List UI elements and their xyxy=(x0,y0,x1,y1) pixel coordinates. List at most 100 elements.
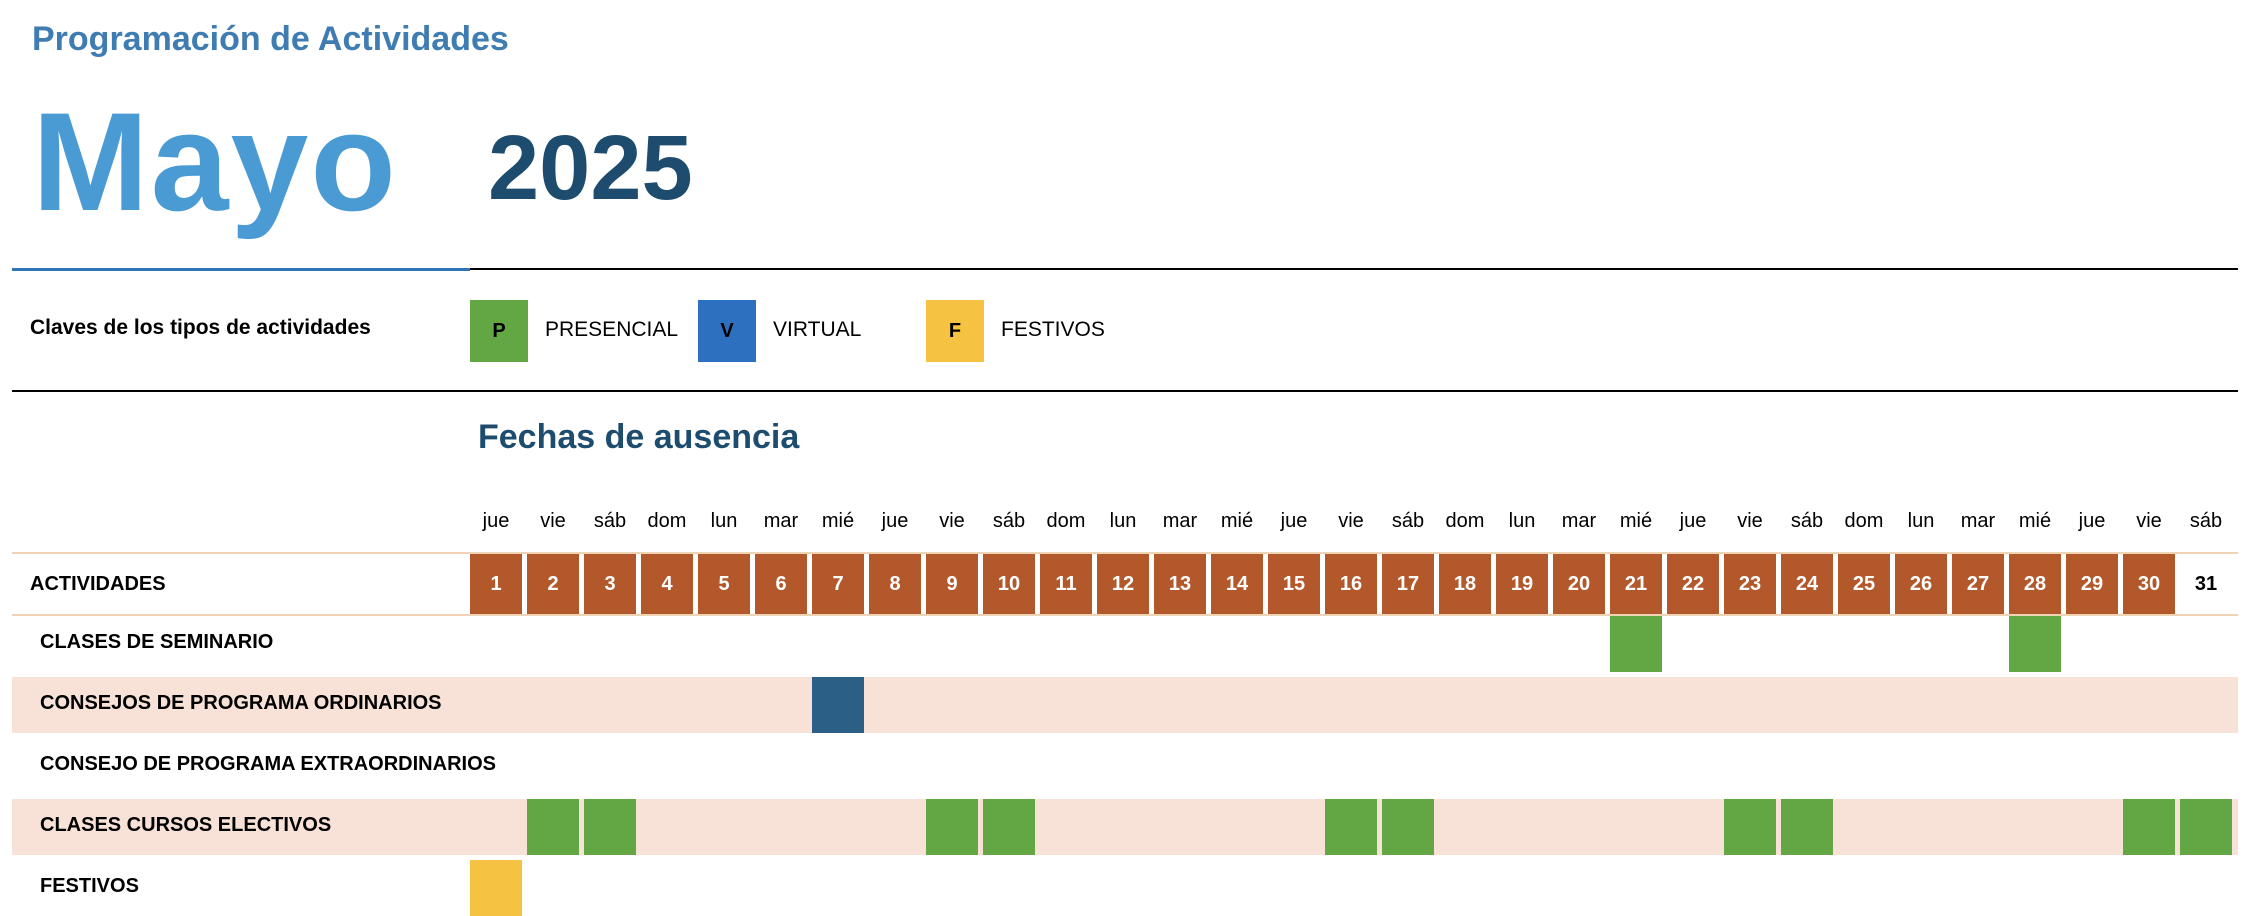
weekday-label: mié xyxy=(2018,510,2052,532)
row-band xyxy=(12,799,2238,855)
day-number-13: 13 xyxy=(1154,554,1206,614)
weekday-label: sáb xyxy=(593,510,627,532)
activity-row-label: FESTIVOS xyxy=(40,875,139,897)
legend-swatch-virtual: V xyxy=(698,300,756,362)
legend-key-virtual: V xyxy=(720,319,734,342)
day-number-9: 9 xyxy=(926,554,978,614)
weekday-label: jue xyxy=(1679,510,1707,532)
activity-mark-p[interactable] xyxy=(2009,616,2061,672)
activity-mark-p[interactable] xyxy=(2123,799,2175,855)
legend-label-presencial: PRESENCIAL xyxy=(545,318,679,341)
weekday-label: lun xyxy=(1109,510,1137,532)
weekday-label: mar xyxy=(1162,510,1198,532)
day-number-31: 31 xyxy=(2194,572,2218,595)
weekday-label: sáb xyxy=(1391,510,1425,532)
activities-header: ACTIVIDADES xyxy=(30,573,166,595)
activity-row-label: CONSEJO DE PROGRAMA EXTRAORDINARIOS xyxy=(40,753,496,775)
weekday-label: mar xyxy=(763,510,799,532)
legend-key-presencial: P xyxy=(492,319,506,342)
day-number-5: 5 xyxy=(698,554,750,614)
weekday-label: dom xyxy=(1844,510,1884,532)
weekday-label: vie xyxy=(939,510,965,532)
weekday-label: jue xyxy=(881,510,909,532)
legend-title: Claves de los tipos de actividades xyxy=(30,316,371,339)
section-title: Fechas de ausencia xyxy=(478,418,800,456)
day-number-11: 11 xyxy=(1040,554,1092,614)
legend-label-virtual: VIRTUAL xyxy=(773,318,862,341)
accent-divider xyxy=(12,268,470,271)
weekday-label: vie xyxy=(540,510,566,532)
day-number-15: 15 xyxy=(1268,554,1320,614)
activity-mark-v[interactable] xyxy=(812,677,864,733)
day-number-17: 17 xyxy=(1382,554,1434,614)
weekday-label: sáb xyxy=(2189,510,2223,532)
top-divider xyxy=(470,268,2238,270)
weekday-label: vie xyxy=(1338,510,1364,532)
weekday-label: lun xyxy=(1508,510,1536,532)
weekday-label: jue xyxy=(1280,510,1308,532)
day-number-25: 25 xyxy=(1838,554,1890,614)
day-number-1: 1 xyxy=(470,554,522,614)
activity-row-label: CONSEJOS DE PROGRAMA ORDINARIOS xyxy=(40,692,442,714)
weekday-label: jue xyxy=(2078,510,2106,532)
weekday-label: dom xyxy=(1046,510,1086,532)
day-number-6: 6 xyxy=(755,554,807,614)
weekday-label: vie xyxy=(2136,510,2162,532)
weekday-label: lun xyxy=(1907,510,1935,532)
year-title: 2025 xyxy=(488,117,693,219)
day-number-8: 8 xyxy=(869,554,921,614)
legend-swatch-festivos: F xyxy=(926,300,984,362)
day-number-27: 27 xyxy=(1952,554,2004,614)
activity-mark-p[interactable] xyxy=(1610,616,1662,672)
weekday-label: mié xyxy=(1619,510,1653,532)
activity-row-label: CLASES DE SEMINARIO xyxy=(40,631,274,653)
weekday-label: lun xyxy=(710,510,738,532)
legend-swatch-presencial: P xyxy=(470,300,528,362)
day-number-3: 3 xyxy=(584,554,636,614)
day-number-18: 18 xyxy=(1439,554,1491,614)
weekday-label: vie xyxy=(1737,510,1763,532)
header-top-rule xyxy=(12,552,2238,554)
activity-mark-f[interactable] xyxy=(470,860,522,916)
day-number-22: 22 xyxy=(1667,554,1719,614)
activity-mark-p[interactable] xyxy=(983,799,1035,855)
weekday-label: mié xyxy=(821,510,855,532)
activity-mark-p[interactable] xyxy=(1724,799,1776,855)
day-number-14: 14 xyxy=(1211,554,1263,614)
legend-divider xyxy=(12,390,2238,392)
day-number-23: 23 xyxy=(1724,554,1776,614)
weekday-label: dom xyxy=(1445,510,1485,532)
day-number-28: 28 xyxy=(2009,554,2061,614)
day-number-16: 16 xyxy=(1325,554,1377,614)
day-number-10: 10 xyxy=(983,554,1035,614)
day-number-26: 26 xyxy=(1895,554,1947,614)
activity-mark-p[interactable] xyxy=(584,799,636,855)
activity-mark-p[interactable] xyxy=(1382,799,1434,855)
day-number-12: 12 xyxy=(1097,554,1149,614)
weekday-label: mié xyxy=(1220,510,1254,532)
day-number-4: 4 xyxy=(641,554,693,614)
day-number-19: 19 xyxy=(1496,554,1548,614)
weekday-label: sáb xyxy=(992,510,1026,532)
day-number-21: 21 xyxy=(1610,554,1662,614)
weekday-label: mar xyxy=(1561,510,1597,532)
day-number-24: 24 xyxy=(1781,554,1833,614)
legend-key-festivos: F xyxy=(948,319,962,342)
activity-mark-p[interactable] xyxy=(1781,799,1833,855)
weekday-label: jue xyxy=(482,510,510,532)
page-title: Programación de Actividades xyxy=(32,20,509,58)
weekday-label: dom xyxy=(647,510,687,532)
month-title: Mayo xyxy=(32,83,398,240)
header-bottom-rule xyxy=(12,614,2238,616)
activity-mark-p[interactable] xyxy=(1325,799,1377,855)
activity-mark-p[interactable] xyxy=(2180,799,2232,855)
weekday-label: mar xyxy=(1960,510,1996,532)
day-number-29: 29 xyxy=(2066,554,2118,614)
activity-row-label: CLASES CURSOS ELECTIVOS xyxy=(40,814,332,836)
weekday-label: sáb xyxy=(1790,510,1824,532)
row-band xyxy=(12,677,2238,733)
activity-mark-p[interactable] xyxy=(926,799,978,855)
activity-mark-p[interactable] xyxy=(527,799,579,855)
legend-label-festivos: FESTIVOS xyxy=(1001,318,1105,341)
day-number-30: 30 xyxy=(2123,554,2175,614)
